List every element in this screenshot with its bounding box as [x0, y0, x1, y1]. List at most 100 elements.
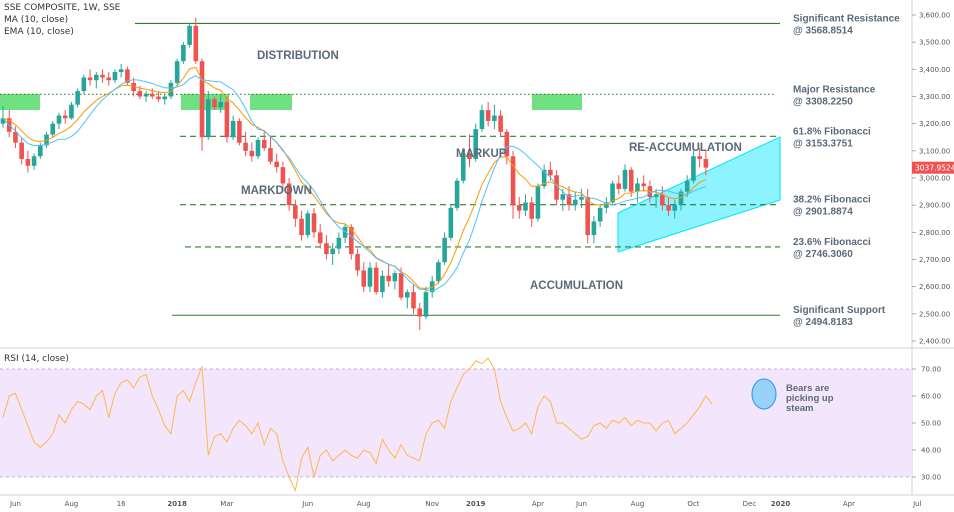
level-name: Significant Support	[793, 305, 886, 316]
candle-body	[349, 226, 354, 255]
candle-body	[653, 194, 659, 198]
candle-body	[212, 99, 217, 108]
phase-label: MARKDOWN	[241, 185, 312, 197]
time-tick-label: Aug	[631, 500, 645, 508]
candle-body	[293, 205, 298, 219]
candle-body	[336, 237, 342, 249]
price-tick-label: 2,700.00	[919, 256, 950, 264]
candle-body	[342, 226, 348, 238]
candle-body	[31, 156, 37, 166]
level-value: @ 3308.2250	[793, 96, 853, 107]
candle-body	[330, 248, 335, 255]
ma-legend: MA (10, close)	[4, 15, 69, 25]
candle-body	[585, 197, 590, 236]
candle-body	[94, 74, 99, 81]
candle-body	[174, 61, 180, 83]
time-tick-label: Dec	[743, 500, 757, 508]
candle-body	[417, 308, 423, 317]
candle-body	[149, 93, 155, 97]
candle-body	[641, 183, 646, 187]
candle-body	[81, 77, 87, 92]
candle-body	[367, 267, 373, 287]
time-tick-label: Aug	[357, 500, 371, 508]
candle-body	[473, 129, 479, 159]
candle-body	[87, 77, 93, 81]
candle-body	[355, 254, 360, 271]
candle-body	[554, 175, 559, 200]
time-tick-label: Aug	[65, 500, 79, 508]
candle-body	[131, 82, 136, 92]
candle-body	[678, 191, 684, 206]
phase-label: DISTRIBUTION	[257, 50, 339, 62]
current-price-value: 3037.9524	[915, 164, 954, 173]
price-tick-label: 3,300.00	[919, 93, 950, 101]
candle-body	[479, 110, 485, 130]
rsi-tick-label: 60.00	[921, 393, 941, 401]
time-tick-label: Oct	[687, 500, 699, 508]
candle-body	[106, 77, 112, 81]
price-tick-label: 2,600.00	[919, 283, 950, 291]
rsi-note-text: steam	[786, 403, 813, 414]
candle-body	[691, 156, 696, 181]
candle-body	[560, 194, 566, 200]
level-name: 61.8% Fibonacci	[793, 126, 871, 137]
candle-body	[510, 156, 516, 206]
candle-body	[50, 123, 56, 135]
level-value: @ 3153.3751	[793, 138, 853, 149]
time-tick-label: Jul	[912, 500, 922, 508]
candle-body	[467, 153, 472, 159]
time-tick-label: Jun	[301, 500, 313, 508]
resistance-zone-box	[250, 94, 292, 110]
candle-body	[162, 96, 168, 100]
candle-body	[25, 158, 31, 166]
candle-body	[423, 292, 429, 317]
candle-body	[38, 145, 43, 157]
level-value: @ 2494.8183	[793, 317, 853, 328]
time-tick-label: Jun	[9, 500, 21, 508]
price-tick-label: 3,400.00	[919, 66, 950, 74]
time-tick-label: 2018	[167, 500, 187, 508]
price-tick-label: 2,500.00	[919, 310, 950, 318]
candle-body	[243, 142, 248, 151]
level-name: 38.2% Fibonacci	[793, 195, 871, 206]
candle-body	[504, 131, 510, 157]
candle-body	[516, 205, 522, 211]
candle-body	[125, 69, 130, 83]
candle-body	[218, 101, 223, 108]
level-name: 23.6% Fibonacci	[793, 237, 871, 248]
phase-label: ACCUMULATION	[530, 280, 623, 292]
candle-body	[523, 202, 528, 211]
candle-body	[156, 96, 161, 100]
time-tick-label: Apr	[532, 500, 544, 508]
candle-body	[317, 232, 323, 244]
candle-body	[299, 218, 304, 236]
phase-label: MARKUP	[456, 148, 507, 160]
candle-body	[305, 213, 311, 236]
resistance-zone-box	[0, 94, 40, 110]
candle-body	[181, 44, 186, 62]
candle-body	[205, 99, 211, 138]
candle-body	[249, 150, 255, 157]
candle-body	[548, 169, 553, 176]
candle-body	[118, 69, 124, 73]
candle-body	[672, 205, 678, 211]
candle-body	[224, 101, 230, 138]
candle-body	[485, 110, 491, 121]
rsi-tick-label: 40.00	[921, 447, 941, 455]
ema-line	[2, 66, 707, 290]
time-tick-label: 16	[117, 500, 126, 508]
price-tick-label: 2,800.00	[919, 229, 950, 237]
time-tick-label: 2019	[466, 500, 486, 508]
candle-body	[13, 131, 18, 143]
candle-body	[62, 115, 68, 119]
candle-body	[100, 74, 105, 78]
candle-body	[75, 91, 80, 105]
candle-body	[498, 115, 503, 132]
price-tick-label: 3,100.00	[919, 147, 950, 155]
candle-body	[0, 118, 6, 124]
candle-body	[380, 275, 385, 293]
candle-body	[697, 156, 702, 159]
candle-body	[448, 207, 454, 238]
resistance-zone-box	[181, 94, 229, 110]
